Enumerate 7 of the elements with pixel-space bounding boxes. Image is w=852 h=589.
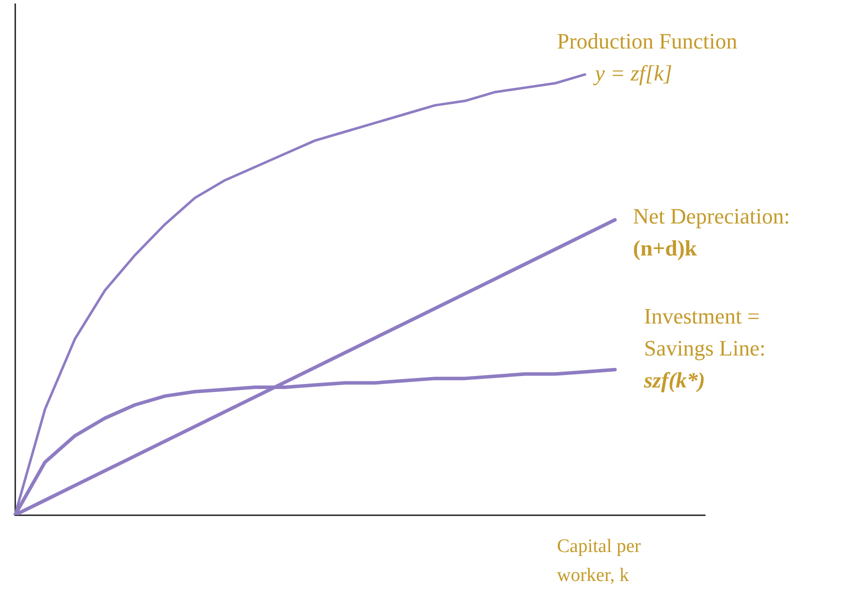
annotation: szf(k*) [643, 367, 706, 392]
series-label: Investment = Savings Line: [644, 303, 766, 360]
series-label: Production Function [557, 28, 738, 54]
annotation: y = zf[k] [593, 60, 672, 86]
x-axis-title: Capital per worker, k [557, 536, 642, 586]
annotation: (n+d)k [633, 236, 698, 261]
series-label: Net Depreciation: [633, 204, 790, 229]
